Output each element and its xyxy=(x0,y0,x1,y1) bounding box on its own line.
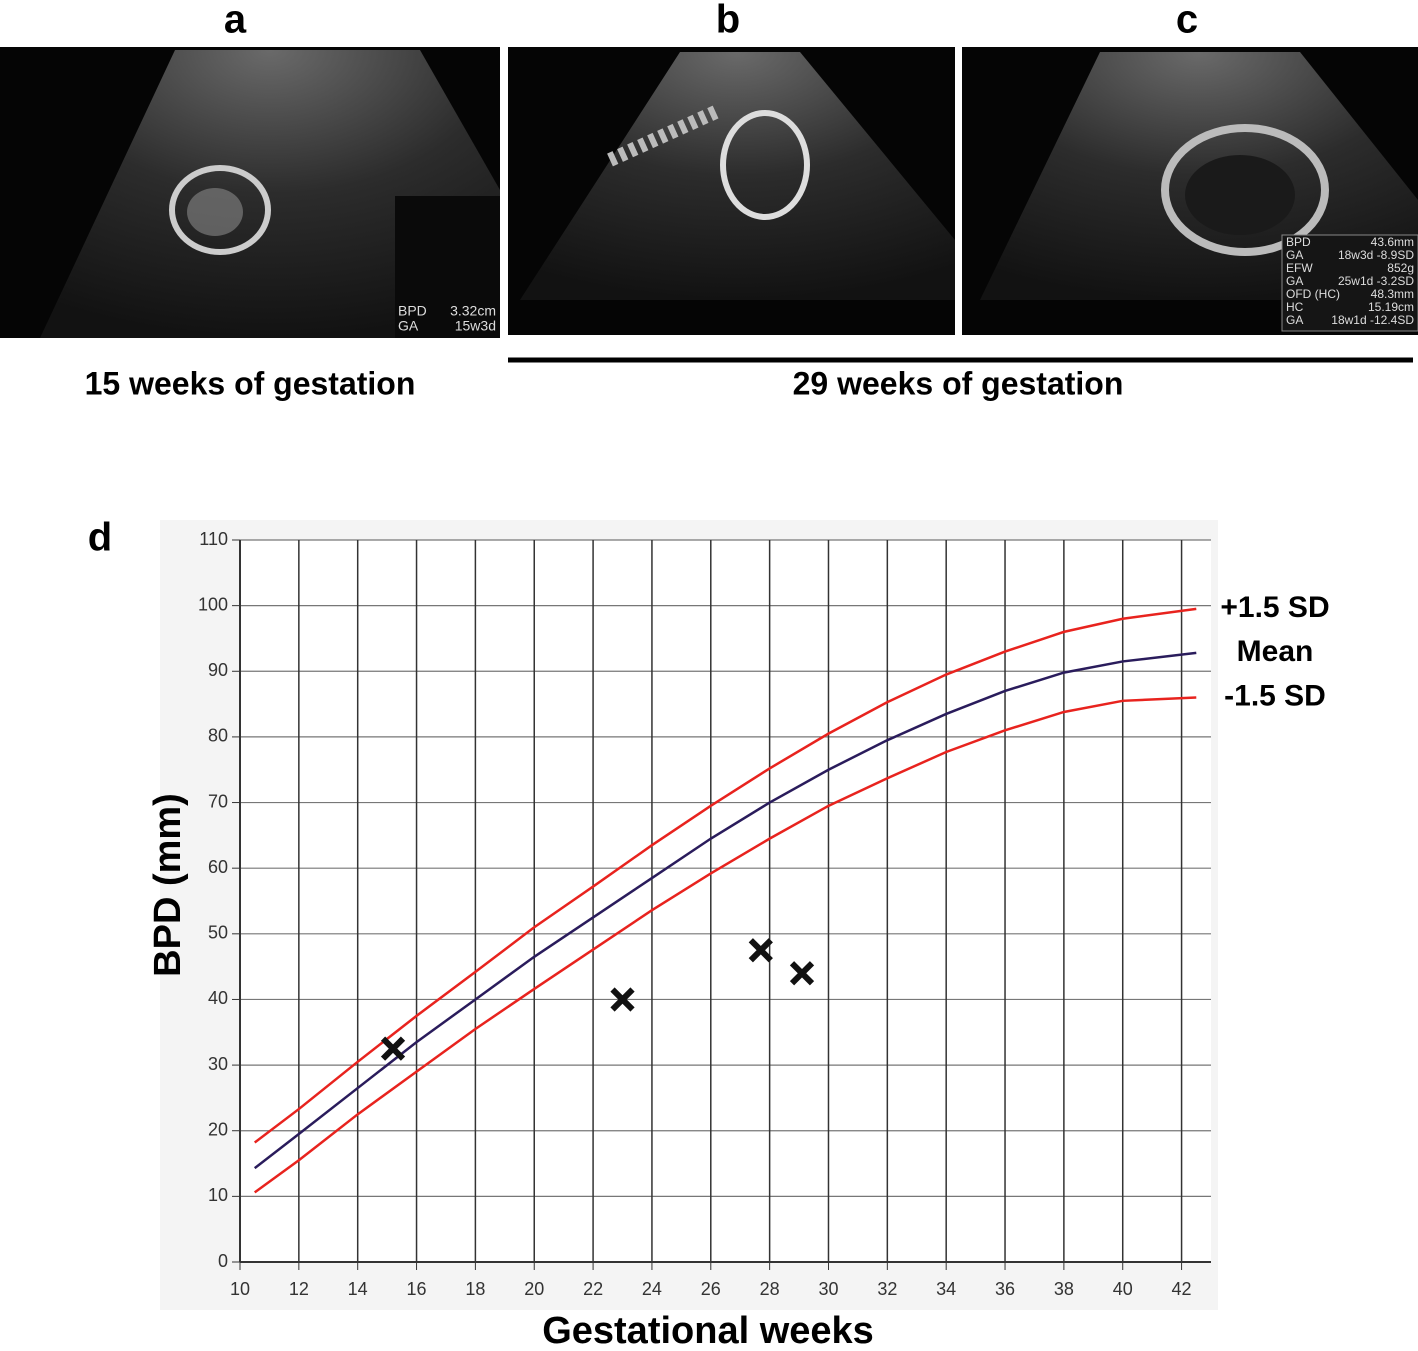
y-tick-label: 20 xyxy=(208,1119,228,1139)
overlay-key: GA xyxy=(1286,274,1303,288)
x-tick-label: 16 xyxy=(407,1279,427,1299)
series-line xyxy=(253,696,1197,1194)
panel-label: a xyxy=(224,0,247,42)
overlay-key: OFD (HC) xyxy=(1286,287,1340,301)
y-tick-label: 70 xyxy=(208,791,228,811)
x-axis-label: Gestational weeks xyxy=(542,1310,874,1351)
overlay-value: 15.19cm xyxy=(1368,300,1414,314)
data-point xyxy=(748,938,773,963)
panel-label: d xyxy=(88,516,112,560)
overlay-key: GA xyxy=(398,318,419,334)
panel-label: b xyxy=(716,0,740,42)
overlay-value: 852g xyxy=(1387,261,1414,275)
overlay-key: BPD xyxy=(398,303,427,319)
x-tick-label: 34 xyxy=(936,1279,956,1299)
y-tick-label: 50 xyxy=(208,923,228,943)
caption: 15 weeks of gestation xyxy=(85,365,416,401)
x-tick-label: 18 xyxy=(465,1279,485,1299)
panel-label: c xyxy=(1176,0,1198,42)
x-tick-label: 12 xyxy=(289,1279,309,1299)
data-point xyxy=(610,987,635,1012)
x-tick-label: 38 xyxy=(1054,1279,1074,1299)
x-tick-label: 32 xyxy=(877,1279,897,1299)
overlay-value: 25w1d -3.2SD xyxy=(1338,274,1414,288)
overlay-value: 18w1d -12.4SD xyxy=(1331,313,1414,327)
x-tick-label: 24 xyxy=(642,1279,662,1299)
ultrasound-b xyxy=(508,47,955,335)
y-tick-label: 80 xyxy=(208,726,228,746)
series-line xyxy=(253,651,1197,1170)
y-tick-label: 90 xyxy=(208,660,228,680)
overlay-value: 18w3d -8.9SD xyxy=(1338,248,1414,262)
overlay-value: 15w3d xyxy=(455,318,496,334)
overlay-value: 43.6mm xyxy=(1371,235,1414,249)
x-tick-label: 20 xyxy=(524,1279,544,1299)
ultrasound-a xyxy=(0,47,500,338)
series-line xyxy=(253,607,1197,1144)
x-tick-label: 30 xyxy=(818,1279,838,1299)
overlay-key: HC xyxy=(1286,300,1304,314)
x-tick-label: 42 xyxy=(1172,1279,1192,1299)
legend-label: Mean xyxy=(1237,635,1314,668)
x-tick-label: 40 xyxy=(1113,1279,1133,1299)
ultrasound-c xyxy=(962,47,1418,335)
y-tick-label: 60 xyxy=(208,857,228,877)
y-tick-label: 100 xyxy=(198,594,228,614)
data-point xyxy=(380,1036,406,1061)
y-tick-label: 30 xyxy=(208,1054,228,1074)
overlay-value: 3.32cm xyxy=(450,303,496,319)
y-tick-label: 10 xyxy=(208,1185,228,1205)
x-tick-label: 36 xyxy=(995,1279,1015,1299)
y-tick-label: 40 xyxy=(208,988,228,1008)
y-tick-label: 110 xyxy=(199,529,228,549)
legend-label: +1.5 SD xyxy=(1220,591,1329,624)
data-point xyxy=(789,961,815,986)
legend-label: -1.5 SD xyxy=(1224,679,1326,712)
y-axis-label: BPD (mm) xyxy=(147,793,189,977)
x-tick-label: 22 xyxy=(583,1279,603,1299)
overlay-key: EFW xyxy=(1286,261,1313,275)
x-tick-label: 14 xyxy=(348,1279,368,1299)
overlay-key: GA xyxy=(1286,313,1303,327)
x-tick-label: 26 xyxy=(701,1279,721,1299)
plot-area xyxy=(240,540,1211,1262)
overlay-value: 48.3mm xyxy=(1371,287,1414,301)
y-tick-label: 0 xyxy=(218,1251,228,1271)
x-tick-label: 28 xyxy=(760,1279,780,1299)
overlay-key: BPD xyxy=(1286,235,1311,249)
x-tick-label: 10 xyxy=(230,1279,250,1299)
caption: 29 weeks of gestation xyxy=(793,365,1124,401)
overlay-key: GA xyxy=(1286,248,1303,262)
